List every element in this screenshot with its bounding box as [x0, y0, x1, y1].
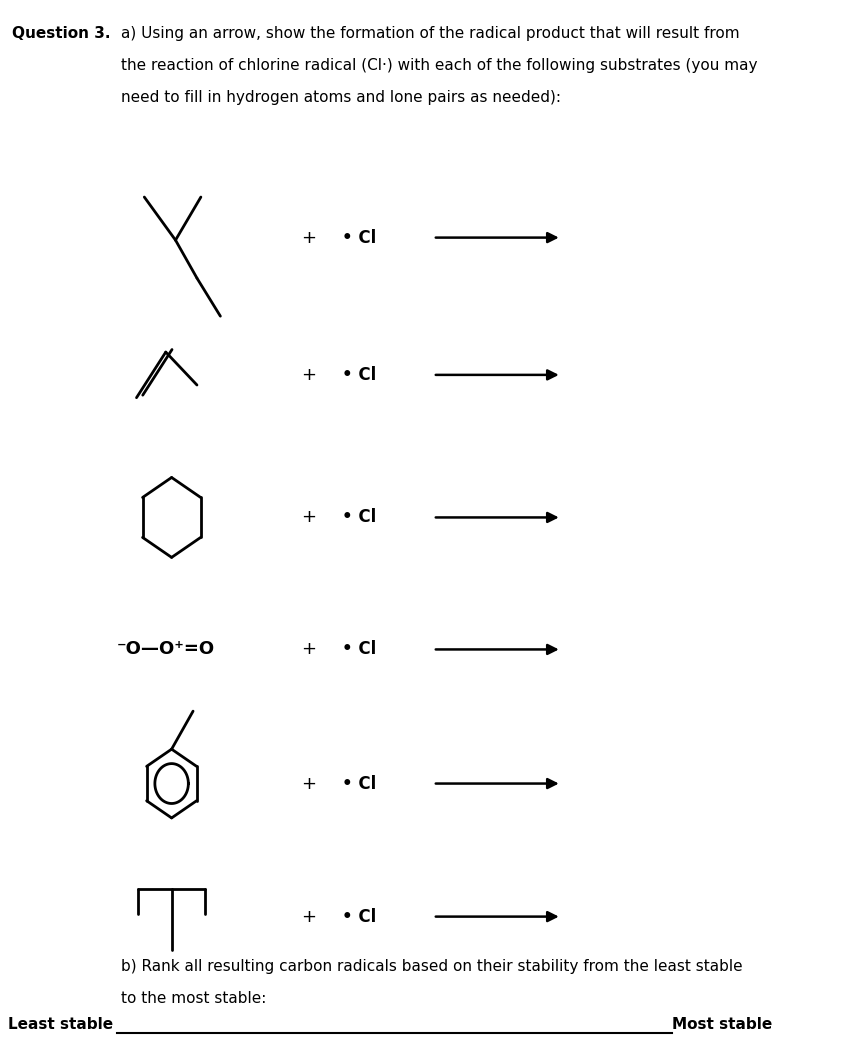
Text: Least stable: Least stable — [8, 1017, 113, 1032]
Text: ⁻O—O⁺=O: ⁻O—O⁺=O — [117, 640, 215, 659]
Text: • Cl: • Cl — [342, 640, 376, 659]
Text: to the most stable:: to the most stable: — [121, 991, 266, 1005]
Text: +: + — [300, 774, 316, 793]
Text: Question 3.: Question 3. — [12, 26, 110, 41]
Text: +: + — [300, 365, 316, 384]
Text: • Cl: • Cl — [342, 365, 376, 384]
Text: +: + — [300, 640, 316, 659]
Text: +: + — [300, 228, 316, 247]
Text: Most stable: Most stable — [672, 1017, 772, 1032]
Text: +: + — [300, 907, 316, 926]
Text: need to fill in hydrogen atoms and lone pairs as needed):: need to fill in hydrogen atoms and lone … — [121, 90, 561, 105]
Text: • Cl: • Cl — [342, 774, 376, 793]
Text: +: + — [300, 508, 316, 527]
Text: the reaction of chlorine radical (Cl·) with each of the following substrates (yo: the reaction of chlorine radical (Cl·) w… — [121, 58, 758, 73]
Text: • Cl: • Cl — [342, 508, 376, 527]
Text: b) Rank all resulting carbon radicals based on their stability from the least st: b) Rank all resulting carbon radicals ba… — [121, 959, 742, 974]
Text: • Cl: • Cl — [342, 228, 376, 247]
Text: • Cl: • Cl — [342, 907, 376, 926]
Text: a) Using an arrow, show the formation of the radical product that will result fr: a) Using an arrow, show the formation of… — [121, 26, 740, 41]
